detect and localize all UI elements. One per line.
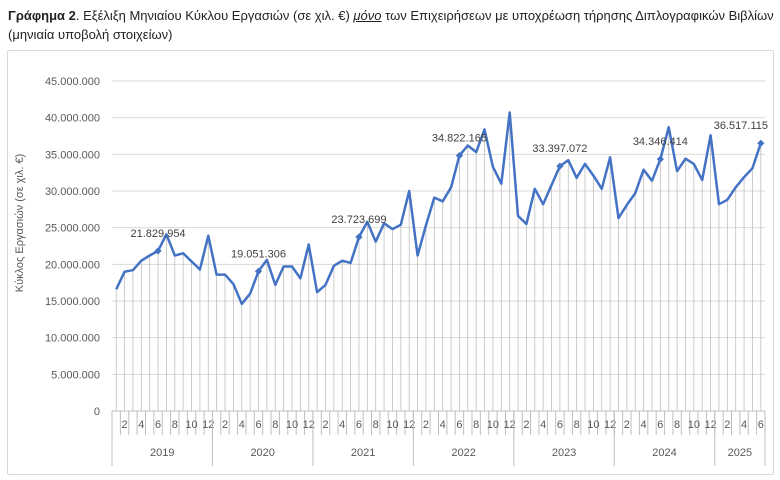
- x-month-label: 4: [540, 419, 546, 431]
- caption-emphasis: μόνο: [353, 8, 382, 23]
- x-month-label: 12: [604, 419, 616, 431]
- y-tick-label: 25.000.000: [45, 223, 100, 235]
- x-month-label: 12: [504, 419, 516, 431]
- x-month-label: 12: [403, 419, 415, 431]
- x-month-label: 2: [121, 419, 127, 431]
- x-month-label: 6: [255, 419, 261, 431]
- drop-lines: [115, 112, 762, 411]
- x-year-label: 2024: [652, 447, 676, 459]
- x-year-label: 2019: [150, 447, 174, 459]
- y-tick-label: 10.000.000: [45, 333, 100, 345]
- x-month-label: 6: [456, 419, 462, 431]
- caption-lead: Γράφημα 2: [8, 8, 76, 23]
- x-month-label: 4: [138, 419, 144, 431]
- y-tick-label: 30.000.000: [45, 186, 100, 198]
- x-month-label: 8: [674, 419, 680, 431]
- x-month-label: 4: [641, 419, 647, 431]
- data-point-marker: [656, 155, 664, 163]
- x-year-label: 2022: [451, 447, 475, 459]
- x-month-label: 8: [473, 419, 479, 431]
- x-month-label: 2: [222, 419, 228, 431]
- x-month-label: 2: [724, 419, 730, 431]
- y-axis: 0 5.000.000 10.000.000 15.000.000 20.000.000…: [45, 76, 100, 418]
- x-month-label: 10: [386, 419, 398, 431]
- x-year-label: 2023: [552, 447, 576, 459]
- x-month-label: 10: [688, 419, 700, 431]
- x-month-label: 6: [155, 419, 161, 431]
- y-tick-label: 5.000.000: [51, 369, 100, 381]
- x-month-label: 4: [239, 419, 245, 431]
- x-month-label: 6: [758, 419, 764, 431]
- x-month-label: 8: [373, 419, 379, 431]
- x-month-label: 10: [587, 419, 599, 431]
- data-label: 33.397.072: [532, 143, 587, 155]
- series-line: [115, 111, 762, 306]
- chart-area: 0 5.000.000 10.000.000 15.000.000 20.000.000…: [7, 50, 774, 475]
- y-tick-label: 45.000.000: [45, 76, 100, 88]
- x-month-label: 2: [322, 419, 328, 431]
- x-month-label: 8: [172, 419, 178, 431]
- x-month-label: 12: [704, 419, 716, 431]
- y-tick-label: 40.000.000: [45, 113, 100, 125]
- y-tick-label: 20.000.000: [45, 259, 100, 271]
- y-tick-label: 15.000.000: [45, 296, 100, 308]
- caption-text-after: των Επιχειρήσεων με υποχρέωση τήρησης Δι…: [8, 8, 774, 42]
- x-month-label: 10: [286, 419, 298, 431]
- x-year-label: 2021: [351, 447, 375, 459]
- data-label: 19.051.306: [231, 248, 286, 260]
- x-month-label: 8: [574, 419, 580, 431]
- x-month-label: 12: [303, 419, 315, 431]
- data-point-marker: [757, 139, 765, 147]
- x-month-label: 10: [487, 419, 499, 431]
- chart-caption: Γράφημα 2. Εξέλιξη Μηνιαίου Κύκλου Εργασ…: [8, 6, 774, 44]
- x-month-label: 2: [423, 419, 429, 431]
- caption-text-before: . Εξέλιξη Μηνιαίου Κύκλου Εργασιών (σε χ…: [75, 8, 354, 23]
- data-point-marker: [455, 152, 464, 160]
- x-month-label: 2: [624, 419, 630, 431]
- x-month-label: 6: [557, 419, 563, 431]
- x-month-label: 4: [440, 419, 446, 431]
- gridlines: [112, 80, 765, 375]
- series-line-layer: [115, 111, 762, 306]
- x-month-label: 6: [657, 419, 663, 431]
- data-label: 23.723.699: [331, 214, 386, 226]
- data-point-marker: [556, 162, 564, 170]
- x-month-label: 2: [523, 419, 529, 431]
- x-month-label: 6: [356, 419, 362, 431]
- x-year-label: 2025: [728, 447, 752, 459]
- data-label: 21.829.954: [131, 228, 186, 240]
- data-labels: 21.829.954 19.051.306 23.723.699 34.822.165…: [131, 120, 768, 275]
- x-month-label: 8: [272, 419, 278, 431]
- line-chart: 0 5.000.000 10.000.000 15.000.000 20.000.000…: [14, 76, 768, 466]
- y-tick-label: 0: [94, 406, 100, 418]
- data-point-marker: [154, 247, 162, 255]
- data-label: 36.517.115: [714, 120, 768, 132]
- x-month-label: 12: [202, 419, 214, 431]
- x-month-label: 4: [339, 419, 345, 431]
- data-label: 34.822.165: [432, 133, 487, 145]
- data-point-marker: [355, 233, 363, 241]
- x-month-label: 10: [185, 419, 197, 431]
- y-tick-label: 35.000.000: [45, 149, 100, 161]
- y-axis-title: Κύκλος Εργασιών (σε χιλ. €): [14, 154, 26, 293]
- data-label: 34.346.414: [633, 136, 688, 148]
- x-year-label: 2020: [250, 447, 274, 459]
- x-month-label: 4: [741, 419, 747, 431]
